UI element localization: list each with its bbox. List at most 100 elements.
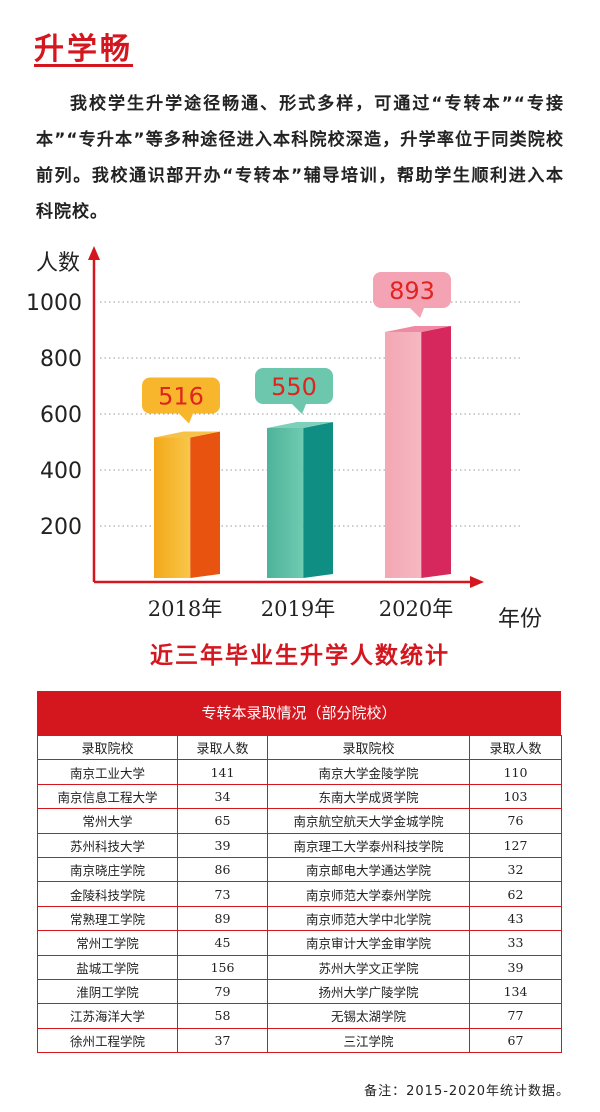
school-cell: 南京师范大学中北学院 bbox=[267, 905, 470, 932]
chart-title: 近三年毕业生升学人数统计 bbox=[150, 643, 450, 669]
count-cell: 79 bbox=[177, 978, 268, 1005]
table-row: 淮阴工学院 79 扬州大学广陵学院 134 bbox=[37, 978, 562, 1005]
y-axis-label: 人数 bbox=[36, 251, 80, 276]
table-row: 南京信息工程大学 34 东南大学成贤学院 103 bbox=[37, 783, 562, 810]
count-cell: 73 bbox=[177, 881, 268, 907]
school-cell: 南京师范大学泰州学院 bbox=[267, 881, 470, 907]
x-tick-label: 2019年 bbox=[261, 597, 335, 621]
school-cell: 南京邮电大学通达学院 bbox=[267, 856, 470, 883]
school-cell: 徐州工程学院 bbox=[37, 1027, 178, 1054]
table-title: 专转本录取情况（部分院校） bbox=[37, 691, 561, 735]
data-label-tail bbox=[292, 404, 306, 414]
school-cell: 东南大学成贤学院 bbox=[267, 783, 470, 810]
bar bbox=[385, 331, 422, 578]
school-cell: 扬州大学广陵学院 bbox=[267, 978, 470, 1005]
school-cell: 南京工业大学 bbox=[37, 759, 178, 785]
count-cell: 77 bbox=[469, 1003, 562, 1029]
school-cell: 南京信息工程大学 bbox=[37, 783, 178, 810]
school-cell: 淮阴工学院 bbox=[37, 978, 178, 1005]
school-cell: 常熟理工学院 bbox=[37, 905, 178, 932]
school-cell: 盐城工学院 bbox=[37, 954, 178, 980]
table-row: 南京晓庄学院 86 南京邮电大学通达学院 32 bbox=[37, 856, 562, 883]
table-row: 南京工业大学 141 南京大学金陵学院 110 bbox=[37, 759, 562, 785]
count-cell: 103 bbox=[469, 783, 562, 810]
count-cell: 86 bbox=[177, 856, 268, 883]
count-cell: 32 bbox=[469, 856, 562, 883]
data-label: 550 bbox=[271, 373, 317, 401]
count-cell: 58 bbox=[177, 1003, 268, 1029]
y-tick-label: 200 bbox=[40, 515, 82, 540]
count-cell: 65 bbox=[177, 808, 268, 834]
footnote: 备注：2015-2020年统计数据。 bbox=[364, 1084, 570, 1099]
count-cell: 39 bbox=[177, 832, 268, 858]
x-axis-arrow-icon bbox=[470, 576, 484, 588]
count-cell: 45 bbox=[177, 930, 268, 956]
count-cell: 33 bbox=[469, 930, 562, 956]
bar bbox=[267, 428, 304, 578]
school-cell: 金陵科技学院 bbox=[37, 881, 178, 907]
school-cell: 常州工学院 bbox=[37, 930, 178, 956]
school-cell: 无锡太湖学院 bbox=[267, 1003, 470, 1029]
school-cell: 苏州大学文正学院 bbox=[267, 954, 470, 980]
count-cell: 89 bbox=[177, 905, 268, 932]
bar-side bbox=[190, 431, 220, 578]
data-label-bubble bbox=[255, 368, 333, 404]
y-tick-label: 400 bbox=[40, 459, 82, 484]
data-label: 516 bbox=[158, 383, 204, 411]
bar-top bbox=[385, 325, 451, 332]
data-label: 893 bbox=[389, 277, 435, 305]
school-cell: 南京理工大学泰州科技学院 bbox=[267, 832, 470, 858]
table-row: 盐城工学院 156 苏州大学文正学院 39 bbox=[37, 954, 562, 980]
admission-table-section: 专转本录取情况（部分院校） 录取院校 录取人数 录取院校 录取人数 南京工业大学… bbox=[37, 691, 562, 1054]
count-cell: 76 bbox=[469, 808, 562, 834]
school-cell: 三江学院 bbox=[267, 1027, 470, 1054]
data-label-bubble bbox=[142, 377, 220, 414]
column-header: 录取院校 bbox=[267, 734, 470, 761]
table-row: 常熟理工学院 89 南京师范大学中北学院 43 bbox=[37, 905, 562, 932]
y-tick-label: 600 bbox=[40, 403, 82, 428]
bar-side bbox=[303, 422, 333, 578]
intro-paragraph: 我校学生升学途径畅通、形式多样，可通过“专转本”“专接本”“专升本”等多种途径进… bbox=[36, 94, 564, 222]
count-cell: 134 bbox=[469, 978, 562, 1005]
table-row: 江苏海洋大学 58 无锡太湖学院 77 bbox=[37, 1003, 562, 1029]
table-row: 徐州工程学院 37 三江学院 67 bbox=[37, 1027, 562, 1054]
school-cell: 南京审计大学金审学院 bbox=[267, 930, 470, 956]
bar-side bbox=[421, 325, 451, 578]
school-cell: 南京大学金陵学院 bbox=[267, 759, 470, 785]
table-body: 南京工业大学 141 南京大学金陵学院 110 南京信息工程大学 34 东南大学成贤学院 10… bbox=[37, 759, 562, 1054]
count-cell: 34 bbox=[177, 783, 268, 810]
count-cell: 127 bbox=[469, 832, 562, 858]
school-cell: 常州大学 bbox=[37, 808, 178, 834]
y-axis-arrow-icon bbox=[88, 246, 100, 260]
data-label-tail bbox=[410, 307, 424, 318]
column-header: 录取人数 bbox=[177, 734, 268, 761]
count-cell: 156 bbox=[177, 954, 268, 980]
title-underline bbox=[34, 64, 133, 67]
count-cell: 62 bbox=[469, 881, 562, 907]
school-cell: 南京航空航天大学金城学院 bbox=[267, 808, 470, 834]
count-cell: 37 bbox=[177, 1027, 268, 1054]
count-cell: 39 bbox=[469, 954, 562, 980]
school-cell: 江苏海洋大学 bbox=[37, 1003, 178, 1029]
count-cell: 141 bbox=[177, 759, 268, 785]
x-tick-label: 2020年 bbox=[379, 597, 453, 621]
bar-top bbox=[154, 431, 220, 438]
column-header: 录取院校 bbox=[37, 734, 178, 761]
school-cell: 南京晓庄学院 bbox=[37, 856, 178, 883]
admission-table: 录取院校 录取人数 录取院校 录取人数 南京工业大学 141 南京大学金陵学院 110… bbox=[37, 734, 562, 1054]
y-tick-label: 1000 bbox=[26, 291, 82, 316]
count-cell: 43 bbox=[469, 905, 562, 932]
x-tick-label: 2018年 bbox=[148, 597, 222, 621]
count-cell: 67 bbox=[469, 1027, 562, 1054]
table-header-row: 录取院校 录取人数 录取院校 录取人数 bbox=[37, 734, 562, 761]
data-label-bubble bbox=[373, 271, 451, 308]
table-row: 金陵科技学院 73 南京师范大学泰州学院 62 bbox=[37, 881, 562, 907]
school-cell: 苏州科技大学 bbox=[37, 832, 178, 858]
bar bbox=[154, 437, 191, 578]
column-header: 录取人数 bbox=[469, 734, 562, 761]
table-row: 苏州科技大学 39 南京理工大学泰州科技学院 127 bbox=[37, 832, 562, 858]
bar-top bbox=[267, 422, 333, 428]
y-tick-label: 800 bbox=[40, 347, 82, 372]
x-axis-label: 年份 bbox=[498, 607, 542, 632]
